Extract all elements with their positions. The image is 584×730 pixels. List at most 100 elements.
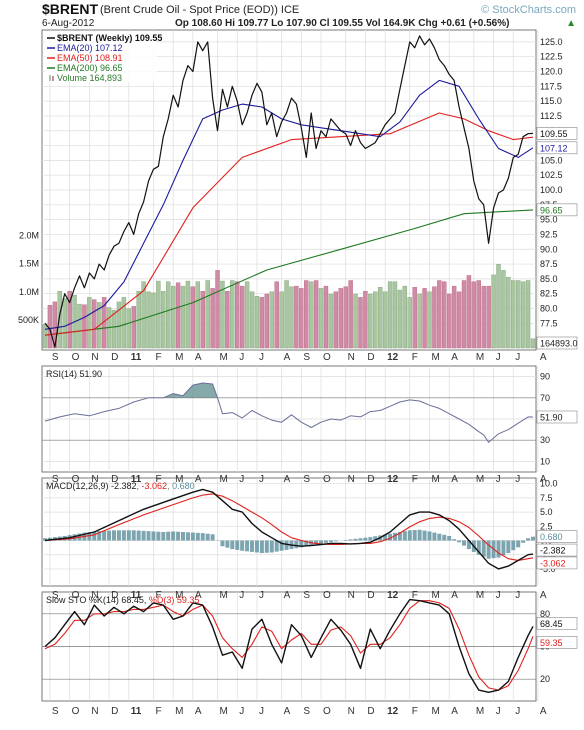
x-month-label-0-9: J: [239, 352, 244, 363]
volume-bar-97: [521, 282, 525, 348]
x-month-label-0-10: J: [259, 352, 264, 363]
volume-bar-93: [501, 270, 505, 348]
x-month-label-3-6: M: [175, 706, 183, 717]
volume-bar-41: [245, 282, 249, 348]
x-month-label-3-4: 11: [131, 706, 142, 717]
x-month-label-0-16: 12: [387, 352, 399, 363]
x-month-label-2-21: J: [496, 590, 501, 601]
macd-histogram-bar-21: [147, 531, 151, 540]
x-month-label-3-23: A: [540, 706, 547, 717]
x-month-label-1-8: M: [220, 474, 228, 485]
volume-bar-17: [127, 309, 131, 348]
volume-bar-89: [482, 286, 486, 348]
macd-histogram-bar-26: [171, 531, 175, 540]
x-month-label-0-6: M: [175, 352, 183, 363]
x-month-label-3-11: A: [284, 706, 291, 717]
macd-histogram-bar-80: [437, 534, 441, 541]
volume-bar-32: [201, 291, 205, 348]
rsi-legend-label: RSI(14) 51.90: [46, 369, 102, 379]
volume-bar-64: [358, 297, 362, 348]
volume-bar-26: [171, 286, 175, 348]
price-tick-label-15: 115.0: [540, 96, 562, 106]
macd-histogram-bar-65: [363, 538, 367, 541]
volume-bar-85: [462, 281, 466, 349]
volume-bar-3: [58, 291, 62, 348]
x-month-label-0-15: D: [367, 352, 374, 363]
x-month-label-2-4: 11: [131, 590, 142, 601]
macd-histogram-bar-62: [349, 539, 353, 540]
macd-histogram-bar-23: [156, 532, 160, 541]
x-month-label-2-0: S: [52, 590, 59, 601]
x-month-label-2-19: A: [451, 590, 458, 601]
x-month-label-2-16: 12: [387, 590, 399, 601]
volume-bar-99: [531, 339, 535, 348]
x-month-label-1-17: F: [412, 474, 418, 485]
volume-bar-74: [408, 297, 412, 348]
macd-histogram-bar-30: [191, 533, 195, 541]
volume-bar-81: [442, 282, 446, 348]
volume-bar-46: [270, 292, 274, 348]
x-month-label-0-12: S: [303, 352, 310, 363]
volume-bar-75: [413, 287, 417, 348]
volume-bar-10: [92, 300, 96, 348]
x-month-label-3-16: 12: [387, 706, 399, 717]
volume-bar-44: [260, 297, 264, 348]
macd-histogram-bar-45: [265, 541, 269, 553]
price-last-value-price: 109.55: [540, 129, 568, 139]
volume-bar-58: [329, 294, 333, 348]
x-month-label-2-11: A: [284, 590, 291, 601]
x-month-label-0-0: S: [52, 352, 59, 363]
volume-bar-94: [506, 277, 510, 348]
x-month-label-0-18: M: [431, 352, 439, 363]
volume-bar-1: [48, 305, 52, 348]
x-month-label-2-2: N: [91, 590, 98, 601]
volume-bar-86: [467, 275, 471, 348]
macd-last-value-histogram: 0.680: [540, 532, 563, 542]
x-month-label-1-7: A: [195, 474, 202, 485]
volume-bar-14: [112, 310, 116, 348]
macd-histogram-bar-77: [423, 531, 427, 541]
volume-bar-56: [319, 288, 323, 348]
volume-bar-78: [427, 292, 431, 348]
sto-legend-part-1: %D(3) 59.35: [146, 595, 199, 605]
macd-histogram-bar-39: [235, 541, 239, 550]
macd-histogram-bar-25: [166, 532, 170, 541]
x-month-label-1-18: M: [431, 474, 439, 485]
volume-bar-48: [280, 292, 284, 348]
volume-bar-52: [299, 288, 303, 348]
volume-bar-43: [255, 296, 259, 348]
legend-label-ema200: EMA(200) 96.65: [57, 63, 123, 73]
x-month-label-3-20: M: [476, 706, 484, 717]
price-tick-label-17: 120.0: [540, 66, 563, 76]
volume-bar-73: [403, 286, 407, 348]
macd-histogram-bar-66: [368, 537, 372, 540]
x-month-label-1-9: J: [239, 474, 244, 485]
macd-histogram-bar-27: [176, 532, 180, 541]
x-month-label-2-18: M: [431, 590, 439, 601]
price-tick-label-11: 105.0: [540, 155, 563, 165]
macd-histogram-bar-34: [211, 534, 215, 540]
macd-histogram-bar-84: [457, 541, 461, 543]
x-month-label-3-2: N: [91, 706, 98, 717]
x-month-label-1-2: N: [91, 474, 98, 485]
price-tick-label-14: 112.5: [540, 111, 562, 121]
sto-last-value-sto_k: 68.45: [540, 619, 563, 629]
chart-date: 6-Aug-2012: [42, 18, 95, 29]
macd-histogram-bar-81: [442, 535, 446, 541]
volume-bar-77: [423, 288, 427, 348]
volume-bar-34: [211, 288, 215, 348]
macd-histogram-bar-61: [344, 540, 348, 541]
volume-bar-4: [63, 299, 67, 349]
volume-tick-label-2: 1.5M: [19, 259, 39, 269]
macd-histogram-bar-18: [132, 530, 136, 540]
volume-bar-90: [487, 286, 491, 348]
x-month-label-2-23: A: [540, 590, 547, 601]
volume-bar-9: [87, 297, 91, 348]
x-month-label-2-10: J: [259, 590, 264, 601]
x-month-label-1-19: A: [451, 474, 458, 485]
x-month-label-3-10: J: [259, 706, 264, 717]
macd-histogram-bar-63: [354, 539, 358, 541]
x-month-label-0-2: N: [91, 352, 98, 363]
